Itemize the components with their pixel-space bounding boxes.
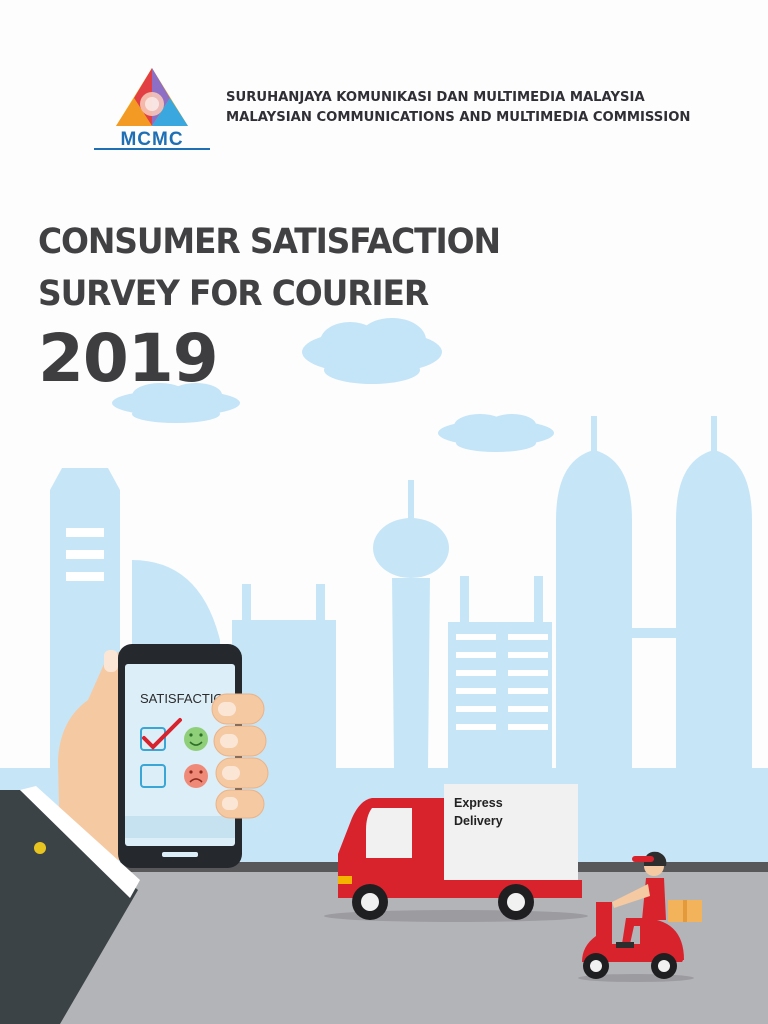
phone-screen-title: SATISFACTION [140,691,233,706]
van-label-line1: Express [454,796,503,810]
cloud-icon [438,414,554,452]
delivery-van: Express Delivery [324,784,588,922]
org-name-malay: SURUHANJAYA KOMUNIKASI DAN MULTIMEDIA MA… [226,90,645,105]
mcmc-logo: MCMC [94,68,210,150]
hand-holding-phone: SATISFACTION [0,644,269,1024]
org-name-english: MALAYSIAN COMMUNICATIONS AND MULTIMEDIA … [226,110,691,125]
organization-name: SURUHANJAYA KOMUNIKASI DAN MULTIMEDIA MA… [226,88,690,128]
happy-face-icon [184,727,208,751]
cover-title-line1: CONSUMER SATISFACTION [38,222,501,262]
van-label-line2: Delivery [454,814,503,828]
cover-year: 2019 [38,320,219,397]
logo-text: MCMC [120,129,183,150]
cloud-icon [302,318,442,384]
cloud-icon [112,383,240,423]
checkbox-empty-icon [140,764,166,788]
cover-title-line2: SURVEY FOR COURIER [38,274,429,314]
checkbox-checked-icon [140,727,166,751]
cover-title: CONSUMER SATISFACTION SURVEY FOR COURIER [38,216,501,320]
scooter-rider [578,851,702,982]
sad-face-icon [184,764,208,788]
